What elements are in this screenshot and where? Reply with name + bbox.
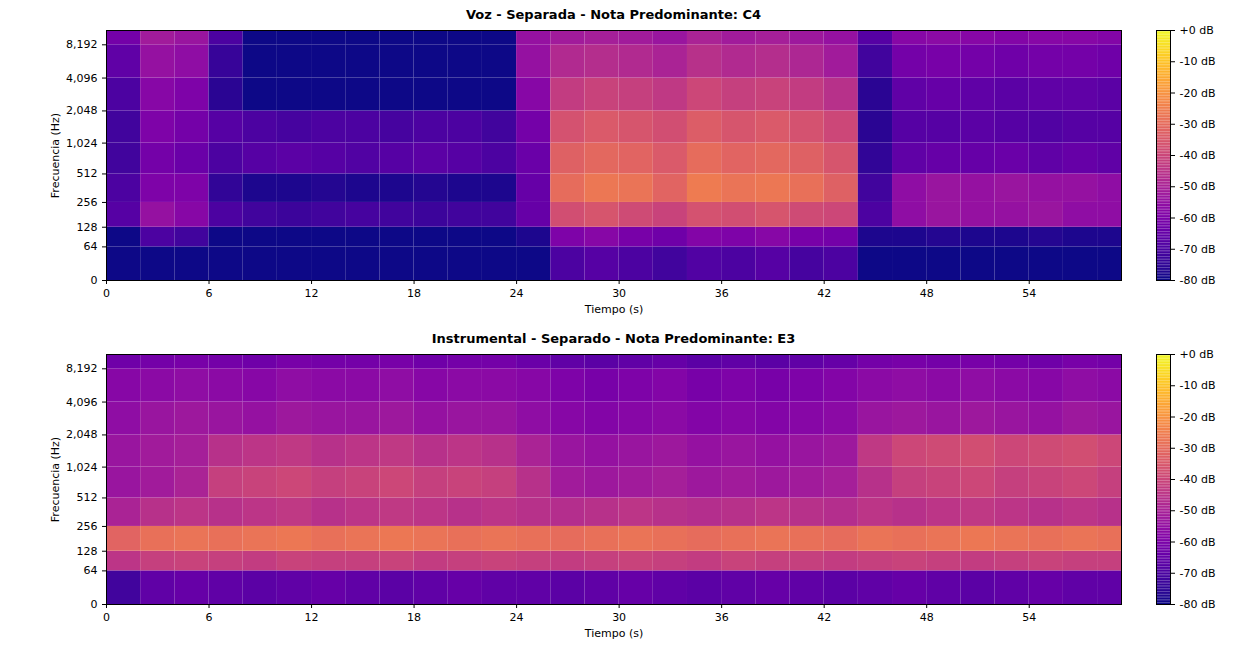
svg-text:0: 0 — [91, 274, 98, 287]
svg-text:-70 dB: -70 dB — [1180, 243, 1216, 256]
svg-text:512: 512 — [77, 491, 98, 504]
svg-text:-10 dB: -10 dB — [1180, 379, 1216, 392]
svg-text:6: 6 — [206, 287, 213, 300]
svg-text:18: 18 — [407, 611, 421, 624]
svg-text:1,024: 1,024 — [66, 461, 98, 474]
svg-text:64: 64 — [84, 240, 98, 253]
svg-text:Tiempo (s): Tiempo (s) — [584, 627, 643, 640]
svg-text:128: 128 — [77, 221, 98, 234]
svg-text:-60 dB: -60 dB — [1180, 212, 1216, 225]
svg-text:24: 24 — [510, 611, 524, 624]
svg-text:+0 dB: +0 dB — [1180, 24, 1214, 37]
svg-text:12: 12 — [305, 287, 319, 300]
svg-text:36: 36 — [715, 611, 729, 624]
svg-text:1,024: 1,024 — [66, 137, 98, 150]
svg-text:54: 54 — [1022, 611, 1036, 624]
svg-text:8,192: 8,192 — [66, 38, 98, 51]
svg-text:2,048: 2,048 — [66, 104, 98, 117]
svg-text:8,192: 8,192 — [66, 362, 98, 375]
svg-text:-80 dB: -80 dB — [1180, 274, 1216, 287]
svg-text:-70 dB: -70 dB — [1180, 567, 1216, 580]
svg-text:-40 dB: -40 dB — [1180, 149, 1216, 162]
svg-text:128: 128 — [77, 545, 98, 558]
svg-text:-20 dB: -20 dB — [1180, 87, 1216, 100]
html-text:Instrumental - Separado - Nota: Instrumental - Separado - Nota Predomina… — [431, 331, 796, 346]
svg-text:-20 dB: -20 dB — [1180, 411, 1216, 424]
svg-text:-10 dB: -10 dB — [1180, 55, 1216, 68]
svg-text:0: 0 — [91, 598, 98, 611]
svg-text:0: 0 — [103, 611, 110, 624]
svg-text:64: 64 — [84, 564, 98, 577]
svg-text:256: 256 — [77, 520, 98, 533]
svg-text:48: 48 — [920, 287, 934, 300]
svg-text:42: 42 — [817, 611, 831, 624]
svg-text:0: 0 — [103, 287, 110, 300]
svg-text:54: 54 — [1022, 287, 1036, 300]
svg-text:4,096: 4,096 — [66, 72, 98, 85]
svg-text:-80 dB: -80 dB — [1180, 598, 1216, 611]
svg-text:+0 dB: +0 dB — [1180, 348, 1214, 361]
svg-text:18: 18 — [407, 287, 421, 300]
svg-text:-30 dB: -30 dB — [1180, 442, 1216, 455]
svg-text:42: 42 — [817, 287, 831, 300]
html-text:Voz - Separada - Nota Predomin: Voz - Separada - Nota Predominante: C4 — [465, 7, 762, 22]
svg-text:-60 dB: -60 dB — [1180, 536, 1216, 549]
svg-text:Tiempo (s): Tiempo (s) — [584, 303, 643, 316]
svg-text:Frecuencia (Hz): Frecuencia (Hz) — [49, 113, 62, 198]
svg-text:-40 dB: -40 dB — [1180, 473, 1216, 486]
svg-text:12: 12 — [305, 611, 319, 624]
svg-text:24: 24 — [510, 287, 524, 300]
svg-text:-50 dB: -50 dB — [1180, 180, 1216, 193]
svg-text:-30 dB: -30 dB — [1180, 118, 1216, 131]
svg-text:512: 512 — [77, 167, 98, 180]
svg-text:256: 256 — [77, 196, 98, 209]
svg-text:48: 48 — [920, 611, 934, 624]
svg-text:36: 36 — [715, 287, 729, 300]
svg-text:4,096: 4,096 — [66, 396, 98, 409]
svg-text:30: 30 — [612, 611, 626, 624]
svg-text:6: 6 — [206, 611, 213, 624]
svg-text:-50 dB: -50 dB — [1180, 504, 1216, 517]
svg-text:30: 30 — [612, 287, 626, 300]
svg-text:Frecuencia (Hz): Frecuencia (Hz) — [49, 437, 62, 522]
svg-text:2,048: 2,048 — [66, 428, 98, 441]
